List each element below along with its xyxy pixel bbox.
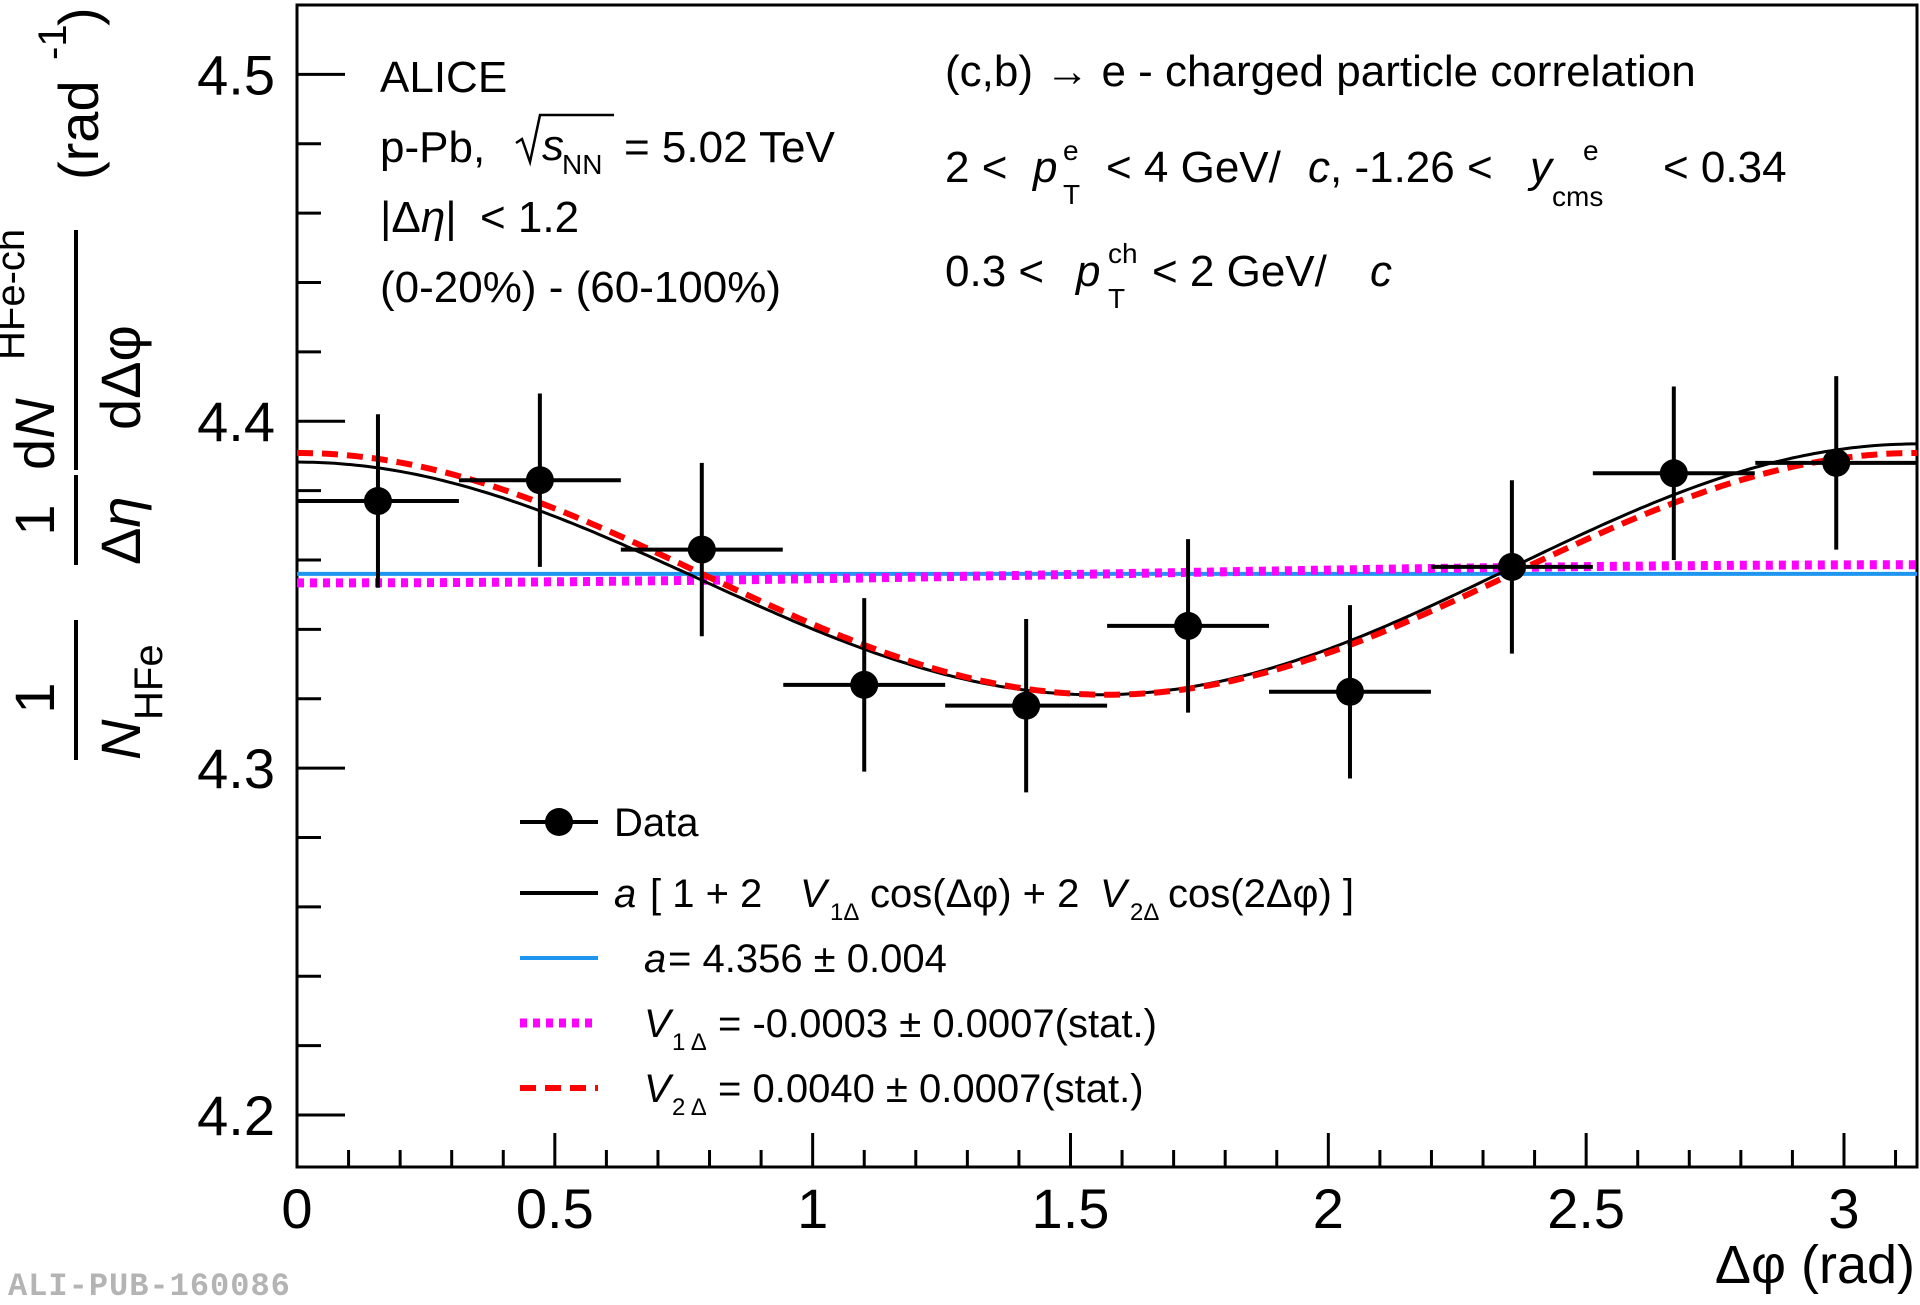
data-point bbox=[525, 466, 554, 495]
chart-title: (c,b) → e - charged particle correlation bbox=[945, 47, 1696, 96]
svg-text:1 Δ: 1 Δ bbox=[672, 1029, 707, 1056]
svg-text:V: V bbox=[644, 1067, 674, 1111]
svg-text:ch: ch bbox=[1108, 238, 1138, 269]
experiment-label: ALICE bbox=[380, 53, 507, 102]
svg-text:|Δη|: |Δη| bbox=[380, 193, 457, 242]
svg-text:p: p bbox=[1031, 143, 1057, 192]
legend-item-v2: V 2 Δ = 0.0040 ± 0.0007(stat.) bbox=[520, 1067, 1144, 1121]
x-tick-label: 0 bbox=[281, 1177, 312, 1240]
data-point bbox=[1335, 677, 1364, 706]
tick-labels: 0 0.5 1 1.5 2 2.5 3 4.2 4.3 4.4 4.5 bbox=[197, 43, 1859, 1240]
svg-text:1: 1 bbox=[3, 682, 66, 713]
pt-ch-range-b: < 2 GeV/ bbox=[1152, 247, 1328, 296]
eta-cut-label: < 1.2 bbox=[480, 193, 579, 242]
data-point bbox=[1497, 552, 1526, 581]
data-point bbox=[1659, 459, 1688, 488]
svg-text:2 Δ: 2 Δ bbox=[672, 1094, 707, 1121]
energy-label: = 5.02 TeV bbox=[624, 123, 835, 172]
svg-text:Δη: Δη bbox=[89, 497, 152, 566]
y-tick-label: 4.5 bbox=[197, 43, 275, 106]
y-axis-title: 1 N HFe 1 Δη dN HFe-ch dΔφ (rad -1 ) bbox=[0, 7, 171, 760]
data-point bbox=[687, 535, 716, 564]
x-axis-title: Δφ (rad) bbox=[1715, 1235, 1915, 1295]
legend-v1-label: = -0.0003 ± 0.0007(stat.) bbox=[718, 1002, 1157, 1046]
data-point bbox=[1822, 448, 1851, 477]
svg-text:HFe-ch: HFe-ch bbox=[0, 229, 33, 360]
delta-eta-symbol: |Δη| bbox=[380, 193, 457, 242]
svg-text:s: s bbox=[542, 121, 564, 170]
x-tick-label: 3 bbox=[1828, 1177, 1859, 1240]
info-left: ALICE p-Pb, s NN = 5.02 TeV |Δη| < 1.2 (… bbox=[380, 53, 835, 312]
legend-item-fit: a [ 1 + 2 V 1Δ cos(Δφ) + 2 V 2Δ cos(2Δφ)… bbox=[520, 872, 1354, 926]
legend-item-v1: V 1 Δ = -0.0003 ± 0.0007(stat.) bbox=[520, 1002, 1157, 1056]
axis-ticks bbox=[295, 72, 1898, 1167]
legend-a-label: = 4.356 ± 0.004 bbox=[668, 937, 947, 981]
data-point bbox=[850, 670, 879, 699]
pt-e-range-a: 2 < bbox=[945, 143, 1007, 192]
legend-fit-d: cos(2Δφ) ] bbox=[1168, 872, 1354, 916]
pt-e-symbol: p e T bbox=[1031, 135, 1080, 210]
data-points bbox=[297, 376, 1918, 793]
svg-text:V: V bbox=[800, 872, 830, 916]
legend-data-label: Data bbox=[614, 801, 699, 845]
x-tick-label: 2.5 bbox=[1547, 1177, 1625, 1240]
c-symbol-2: c bbox=[1370, 247, 1392, 296]
svg-text:a: a bbox=[644, 937, 666, 981]
svg-text:1: 1 bbox=[3, 504, 66, 535]
svg-text:1Δ: 1Δ bbox=[830, 899, 859, 926]
legend-v2-label: = 0.0040 ± 0.0007(stat.) bbox=[718, 1067, 1144, 1111]
svg-text:HFe: HFe bbox=[127, 644, 171, 720]
svg-text:dN: dN bbox=[3, 398, 66, 470]
sqrt-s-symbol: s NN bbox=[515, 113, 614, 180]
y-cms-range-a: , -1.26 < bbox=[1330, 143, 1493, 192]
svg-text:e: e bbox=[1063, 135, 1079, 166]
svg-text:V: V bbox=[1100, 872, 1130, 916]
svg-text:V: V bbox=[644, 1002, 674, 1046]
pt-e-range-b: < 4 GeV/ bbox=[1106, 143, 1282, 192]
centrality-label: (0-20%) - (60-100%) bbox=[380, 263, 781, 312]
svg-text:(rad: (rad bbox=[47, 80, 110, 180]
c-symbol: c bbox=[1308, 143, 1330, 192]
data-point bbox=[1012, 691, 1041, 720]
y-tick-label: 4.3 bbox=[197, 737, 275, 800]
data-point bbox=[363, 487, 392, 516]
x-tick-label: 1 bbox=[797, 1177, 828, 1240]
y-cms-symbol: y e cms bbox=[1527, 135, 1603, 212]
svg-text:y: y bbox=[1527, 143, 1555, 192]
legend-item-a: a = 4.356 ± 0.004 bbox=[520, 937, 947, 981]
legend: Data a [ 1 + 2 V 1Δ cos(Δφ) + 2 V 2Δ cos… bbox=[520, 801, 1354, 1121]
legend-fit-a: a bbox=[614, 872, 636, 916]
legend-item-data: Data bbox=[520, 801, 699, 845]
svg-text:-1: -1 bbox=[31, 24, 75, 60]
svg-text:NN: NN bbox=[562, 149, 602, 180]
watermark: ALI-PUB-160086 bbox=[8, 1268, 291, 1305]
x-tick-label: 0.5 bbox=[516, 1177, 594, 1240]
data-point bbox=[1174, 611, 1203, 640]
info-right: (c,b) → e - charged particle correlation… bbox=[945, 47, 1787, 314]
system-label: p-Pb, bbox=[380, 123, 485, 172]
pt-ch-range-a: 0.3 < bbox=[945, 247, 1044, 296]
v2-curve bbox=[297, 450, 1917, 698]
x-tick-label: 1.5 bbox=[1032, 1177, 1110, 1240]
fit-curves bbox=[296, 442, 1917, 698]
y-cms-range-b: < 0.34 bbox=[1663, 143, 1787, 192]
legend-fit-c: cos(Δφ) + 2 bbox=[870, 872, 1079, 916]
svg-text:cms: cms bbox=[1552, 181, 1603, 212]
svg-text:N: N bbox=[89, 719, 152, 760]
legend-fit-b: [ 1 + 2 bbox=[650, 872, 762, 916]
svg-text:T: T bbox=[1063, 179, 1080, 210]
y-tick-label: 4.4 bbox=[197, 390, 275, 453]
svg-text:): ) bbox=[47, 7, 110, 26]
svg-text:p: p bbox=[1074, 247, 1100, 296]
svg-text:dΔφ: dΔφ bbox=[89, 325, 152, 430]
svg-text:e: e bbox=[1583, 135, 1599, 166]
x-tick-label: 2 bbox=[1313, 1177, 1344, 1240]
svg-text:T: T bbox=[1108, 283, 1125, 314]
pt-ch-symbol: p ch T bbox=[1074, 238, 1138, 314]
y-tick-label: 4.2 bbox=[197, 1084, 275, 1147]
svg-text:2Δ: 2Δ bbox=[1130, 899, 1159, 926]
v1-curve bbox=[297, 560, 1917, 588]
